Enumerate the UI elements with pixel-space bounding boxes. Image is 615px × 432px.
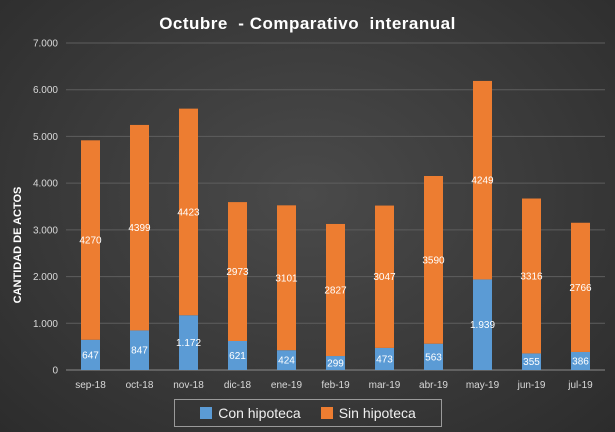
data-label-con-hipoteca: 621	[229, 351, 246, 362]
x-tick-label: jun-19	[517, 380, 546, 391]
bar-con-hipoteca	[473, 279, 492, 370]
bar-con-hipoteca	[375, 347, 394, 370]
bar-con-hipoteca	[130, 330, 149, 370]
data-label-sin-hipoteca: 2827	[324, 286, 347, 297]
bar-sin-hipoteca	[522, 198, 541, 354]
x-tick-label: dic-18	[224, 380, 252, 391]
bar-con-hipoteca	[326, 356, 345, 370]
data-label-con-hipoteca: 563	[425, 352, 442, 363]
data-label-sin-hipoteca: 3047	[373, 272, 396, 283]
data-label-sin-hipoteca: 2766	[569, 283, 592, 294]
data-label-con-hipoteca: 647	[82, 350, 99, 361]
legend: Con hipoteca Sin hipoteca	[174, 399, 442, 427]
bar-con-hipoteca	[424, 343, 443, 370]
data-label-sin-hipoteca: 3101	[275, 273, 298, 284]
y-tick-label: 5.000	[33, 132, 58, 143]
data-label-con-hipoteca: 299	[327, 359, 344, 370]
y-tick-label: 0	[52, 366, 58, 377]
bar-con-hipoteca	[228, 340, 247, 370]
y-tick-label: 7.000	[33, 39, 58, 50]
data-label-sin-hipoteca: 4270	[79, 236, 102, 247]
bar-con-hipoteca	[81, 339, 100, 370]
data-label-sin-hipoteca: 4399	[128, 223, 151, 234]
data-labels: 647 4270 847 4399 1.172 4423 621 2973 424 3101 299…	[79, 176, 592, 370]
bar-sin-hipoteca	[424, 175, 443, 344]
legend-swatch-sin-hipoteca	[320, 407, 333, 419]
data-label-con-hipoteca: 355	[523, 357, 540, 368]
x-tick-label: sep-18	[75, 380, 106, 391]
bar-sin-hipoteca	[473, 80, 492, 280]
data-label-sin-hipoteca: 3590	[422, 255, 445, 266]
legend-swatch-con-hipoteca	[200, 407, 213, 419]
bar-sin-hipoteca	[375, 205, 394, 348]
bar-con-hipoteca	[179, 315, 198, 370]
x-tick-label: jul-19	[567, 380, 593, 391]
x-tick-label: ene-19	[271, 380, 303, 391]
bar-sin-hipoteca	[179, 108, 198, 316]
x-tick-label: abr-19	[419, 380, 448, 391]
bar-sin-hipoteca	[81, 140, 100, 340]
y-tick-label: 2.000	[33, 272, 58, 283]
bar-con-hipoteca	[277, 350, 296, 370]
legend-label-sin-hipoteca: Sin hipoteca	[338, 405, 416, 421]
x-tick-label: oct-18	[126, 380, 154, 391]
y-tick-label: 4.000	[33, 179, 58, 190]
gridlines	[66, 42, 605, 371]
bar-sin-hipoteca	[130, 124, 149, 331]
bar-sin-hipoteca	[228, 202, 247, 341]
legend-item-con-hipoteca: Con hipoteca	[200, 405, 301, 421]
data-label-con-hipoteca: 473	[376, 354, 393, 365]
data-label-con-hipoteca: 424	[278, 356, 295, 367]
data-label-sin-hipoteca: 3316	[520, 271, 543, 282]
bar-sin-hipoteca	[326, 223, 345, 357]
bar-sin-hipoteca	[571, 222, 590, 352]
data-label-con-hipoteca: 1.939	[470, 320, 495, 331]
x-tick-label: feb-19	[321, 380, 350, 391]
bar-con-hipoteca	[522, 353, 541, 370]
x-tick-label: nov-18	[173, 380, 204, 391]
bar-sin-hipoteca	[277, 205, 296, 351]
legend-item-sin-hipoteca: Sin hipoteca	[320, 405, 416, 421]
x-axis-ticks: sep-18 oct-18 nov-18 dic-18 ene-19 feb-19 mar-…	[75, 380, 593, 391]
y-tick-label: 3.000	[33, 225, 58, 236]
y-tick-label: 6.000	[33, 85, 58, 96]
data-label-sin-hipoteca: 4423	[177, 207, 200, 218]
bars	[81, 80, 590, 370]
chart-title: Octubre - Comparativo interanual	[159, 14, 456, 33]
y-axis-ticks: 0 1.000 2.000 3.000 4.000 5.000 6.000 7.000	[33, 39, 58, 377]
bar-con-hipoteca	[571, 351, 590, 370]
y-axis-label: CANTIDAD DE ACTOS	[12, 187, 24, 304]
data-label-sin-hipoteca: 2973	[226, 267, 249, 278]
legend-label-con-hipoteca: Con hipoteca	[218, 405, 301, 421]
data-label-sin-hipoteca: 4249	[471, 176, 494, 187]
data-label-con-hipoteca: 386	[572, 356, 589, 367]
x-tick-label: may-19	[466, 380, 500, 391]
x-tick-label: mar-19	[369, 380, 401, 391]
data-label-con-hipoteca: 1.172	[176, 338, 201, 349]
data-label-con-hipoteca: 847	[131, 346, 148, 357]
y-tick-label: 1.000	[33, 319, 58, 330]
